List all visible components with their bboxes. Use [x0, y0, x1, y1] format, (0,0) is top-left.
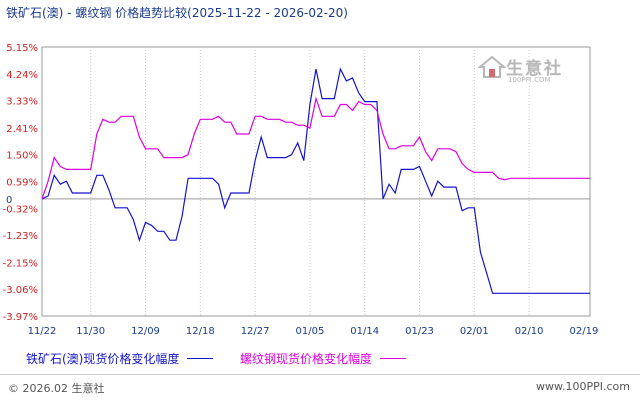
x-tick-label: 12/27	[241, 326, 270, 337]
watermark-logo: 生意社 100PPI.COM	[478, 54, 563, 84]
zero-label: 0	[6, 195, 12, 206]
x-tick-label: 12/18	[186, 326, 215, 337]
x-tick-label: 02/01	[460, 326, 489, 337]
y-tick-label: 2.41%	[6, 124, 38, 135]
x-tick-label: 01/14	[350, 326, 379, 337]
legend-swatch-iron-ore	[187, 358, 214, 359]
y-tick-label: 1.50%	[6, 151, 38, 162]
y-tick-label: 3.33%	[6, 97, 38, 108]
footer-copyright: © 2026.02 生意社	[8, 382, 105, 395]
y-tick-label: -1.23%	[3, 231, 38, 242]
x-tick-label: 01/05	[295, 326, 324, 337]
legend-item-iron-ore: 铁矿石(澳)现货价格变化幅度	[26, 350, 214, 367]
legend-label-iron-ore: 铁矿石(澳)现货价格变化幅度	[26, 352, 180, 366]
y-tick-label: -3.06%	[3, 285, 38, 296]
x-tick-label: 02/19	[569, 326, 598, 337]
x-tick-label: 01/23	[405, 326, 434, 337]
series-line-rebar	[41, 96, 590, 200]
y-tick-label: -2.15%	[3, 258, 38, 269]
legend-label-rebar: 螺纹钢现货价格变化幅度	[240, 352, 373, 366]
y-tick-label: 4.24%	[6, 70, 38, 81]
footer-divider	[0, 374, 640, 375]
legend-item-rebar: 螺纹钢现货价格变化幅度	[240, 350, 407, 367]
x-tick-label: 12/09	[131, 326, 160, 337]
x-tick-label: 11/22	[28, 326, 57, 337]
y-tick-label: -3.97%	[3, 312, 38, 323]
x-tick-label: 11/30	[76, 326, 105, 337]
watermark-brand: 生意社	[506, 59, 563, 79]
y-tick-label: 5.15%	[6, 43, 38, 54]
house-logo-icon	[478, 55, 506, 78]
legend-swatch-rebar	[380, 358, 407, 359]
watermark-url: 100PPI.COM	[508, 76, 551, 84]
plot-border	[41, 46, 591, 317]
y-tick-label: -0.32%	[3, 204, 38, 215]
footer-site-link[interactable]: www.100PPI.com	[536, 380, 630, 393]
series-line-iron-ore	[41, 67, 590, 294]
x-tick-label: 02/10	[515, 326, 544, 337]
chart-title: 铁矿石(澳) - 螺纹钢 价格趋势比较(2025-11-22 - 2026-02…	[6, 6, 348, 20]
y-tick-label: 0.59%	[6, 178, 38, 189]
